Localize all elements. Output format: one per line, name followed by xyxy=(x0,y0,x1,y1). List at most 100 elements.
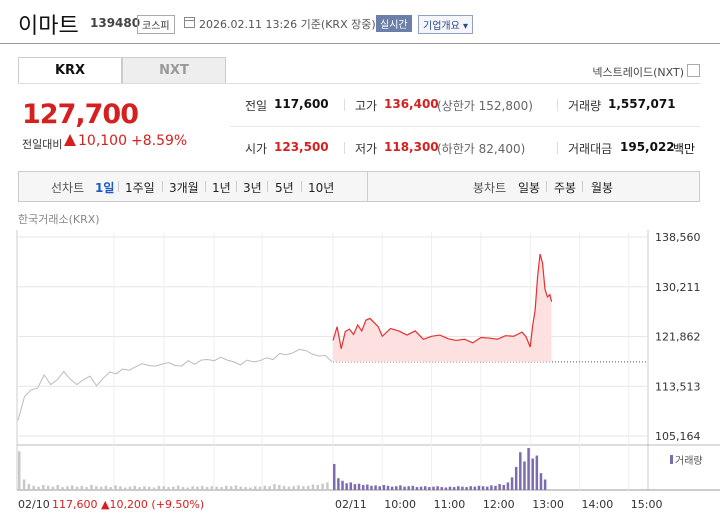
external-link-icon[interactable] xyxy=(687,64,700,77)
prev-volume-bar xyxy=(157,485,161,490)
tab-nxt[interactable]: NXT xyxy=(122,57,226,84)
prev-volume-bar xyxy=(292,486,295,490)
prev-volume-bar xyxy=(186,487,190,490)
prev-volume-bar xyxy=(278,484,281,490)
period-3m[interactable]: 3개월 xyxy=(169,181,199,195)
prev-volume-bar xyxy=(167,487,170,490)
today-volume-bar xyxy=(465,487,468,490)
candle-daily[interactable]: 일봉 xyxy=(518,181,541,195)
prev-volume-bar xyxy=(200,485,204,490)
candle-monthly[interactable]: 월봉 xyxy=(591,181,614,195)
low-value: 118,300 xyxy=(384,140,439,154)
period-1y[interactable]: 1년 xyxy=(212,181,231,195)
today-volume-bar xyxy=(444,487,448,490)
period-5y[interactable]: 5년 xyxy=(275,181,294,195)
prev-volume-bar xyxy=(215,486,218,490)
exchange-tabs: KRX NXT xyxy=(18,57,226,84)
today-volume-bar xyxy=(448,486,452,490)
today-volume-bar xyxy=(337,478,340,490)
period-separator xyxy=(546,181,547,192)
today-volume-bar xyxy=(494,485,497,490)
today-volume-bar xyxy=(419,486,423,490)
tab-krx[interactable]: KRX xyxy=(18,57,122,84)
today-volume-bar xyxy=(481,486,485,490)
prev-volume-bar xyxy=(282,485,286,490)
period-1d[interactable]: 1일 xyxy=(95,181,115,195)
prev-volume-bar xyxy=(306,485,310,490)
today-volume-bar xyxy=(490,485,493,490)
today-volume-bar xyxy=(415,487,419,490)
amount-label: 거래대금 xyxy=(568,142,613,156)
prev-volume-bar xyxy=(70,485,74,490)
info-separator xyxy=(557,99,558,111)
today-volume-bar xyxy=(403,486,406,490)
y-tick-label: 105,164 xyxy=(655,430,701,443)
today-volume-bar xyxy=(386,485,390,490)
period-toolbar: 선차트 1일 1주일 3개월 1년 3년 5년 10년 봉차트 일봉 주봉 월봉 xyxy=(18,171,700,202)
stock-header: 이마트 139480 코스피 2026.02.11 13:26 기준(KRX 장… xyxy=(0,0,720,44)
prev-volume-bar xyxy=(263,485,267,490)
prev-volume-bar xyxy=(210,486,214,490)
prev-day-label: 02/10 xyxy=(18,498,50,511)
candle-chart-label: 봉차트 xyxy=(473,181,507,195)
today-volume-bar xyxy=(469,486,472,490)
prev-volume-bar xyxy=(162,486,165,490)
x-tick-label: 13:00 xyxy=(532,498,564,511)
today-volume-bar xyxy=(341,480,344,490)
prev-volume-bar xyxy=(143,486,146,490)
prev-volume-bar xyxy=(85,487,88,490)
info-separator xyxy=(557,142,558,154)
today-volume-bar xyxy=(378,486,381,490)
calendar-icon xyxy=(184,17,195,28)
prev-volume-bar xyxy=(109,487,112,490)
y-tick-label: 130,211 xyxy=(655,281,701,294)
prev-volume-bar xyxy=(119,486,122,490)
info-separator xyxy=(344,142,345,154)
company-info-button[interactable]: 기업개요 ▾ xyxy=(418,15,473,34)
open-label: 시가 xyxy=(245,142,268,156)
today-price-line xyxy=(332,253,553,349)
prev-volume-bar xyxy=(123,487,127,490)
toolbar-divider xyxy=(367,172,368,201)
change-label: 전일대비 xyxy=(22,138,63,151)
prev-volume-bar xyxy=(104,485,108,490)
prev-volume-bar xyxy=(229,486,233,490)
period-1w[interactable]: 1주일 xyxy=(125,181,155,195)
nxt-link[interactable]: 넥스트레이드(NXT) xyxy=(592,66,684,79)
x-tick-label: 12:00 xyxy=(483,498,515,511)
info-divider xyxy=(230,126,700,127)
prev-volume-bar xyxy=(61,487,64,490)
candle-weekly[interactable]: 주봉 xyxy=(554,181,577,195)
prev-volume-bar xyxy=(75,486,79,490)
x-tick-label: 11:00 xyxy=(434,498,466,511)
period-3y[interactable]: 3년 xyxy=(243,181,262,195)
prev-volume-bar xyxy=(22,479,26,490)
prev-volume-bar xyxy=(311,484,315,490)
high-label: 고가 xyxy=(355,99,378,113)
prev-volume-bar xyxy=(128,486,132,490)
realtime-badge: 실시간 xyxy=(376,15,412,32)
open-value: 123,500 xyxy=(274,140,329,154)
amount-unit: 백만 xyxy=(673,142,696,156)
today-volume-bar xyxy=(357,483,361,490)
today-volume-bar xyxy=(535,455,539,490)
today-volume-bar xyxy=(407,486,410,490)
period-separator xyxy=(118,181,119,192)
today-volume-bar xyxy=(543,479,547,490)
period-10y[interactable]: 10년 xyxy=(308,181,335,195)
prev-volume-bar xyxy=(99,486,103,490)
today-volume-bar xyxy=(395,486,398,490)
prev-volume-bar xyxy=(138,487,141,490)
today-volume-bar xyxy=(440,487,443,490)
y-tick-label: 113,513 xyxy=(655,380,701,393)
prev-volume-bar xyxy=(225,485,228,490)
prev-volume-bar xyxy=(27,484,31,490)
today-volume-bar xyxy=(506,482,510,490)
x-tick-label: 02/11 xyxy=(335,498,367,511)
today-volume-bar xyxy=(366,484,369,490)
prev-volume-bar xyxy=(268,486,271,490)
today-volume-bar xyxy=(523,461,526,490)
prev-volume-bar xyxy=(249,487,252,490)
